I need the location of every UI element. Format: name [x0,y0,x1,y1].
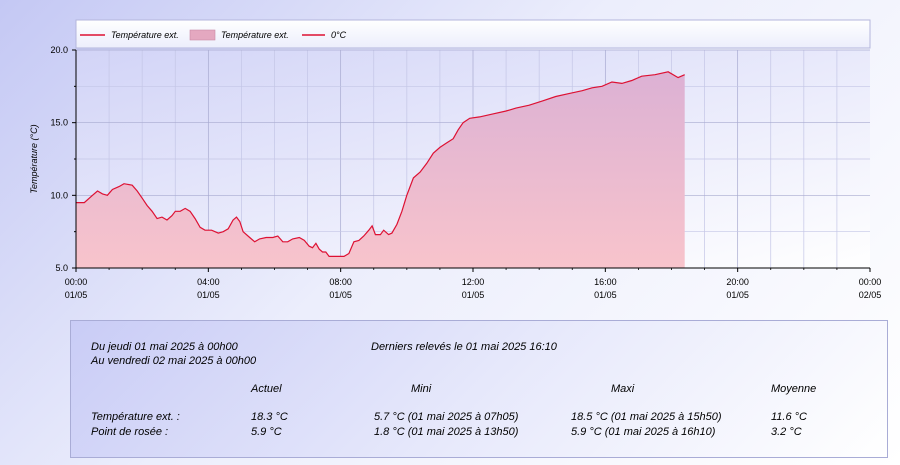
row-temp-maxi: 18.5 °C (01 mai 2025 à 15h50) [571,411,722,423]
header-actuel: Actuel [251,383,282,395]
x-tick-label-time: 04:00 [197,277,220,287]
x-tick-label-time: 12:00 [462,277,485,287]
x-tick-label-time: 00:00 [65,277,88,287]
row-temp-label: Température ext. : [91,411,180,423]
legend: Température ext. Température ext. 0°C [75,19,871,49]
y-tick-label: 20.0 [50,45,68,55]
x-axis-ticks: 00:00 01/05 04:00 01/05 08:00 01/05 12:00 01/05… [65,268,882,300]
x-tick-label-date: 01/05 [462,290,485,300]
x-tick-label-date: 01/05 [65,290,88,300]
y-tick-label: 5.0 [55,263,68,273]
x-tick-label-date: 01/05 [594,290,617,300]
x-tick-label-date: 01/05 [726,290,749,300]
header-maxi: Maxi [611,383,635,395]
period-to: Au vendredi 02 mai 2025 à 00h00 [91,355,257,367]
legend-label-line: Température ext. [111,30,179,40]
x-tick-label-date: 02/05 [859,290,882,300]
y-axis-label: Température (°C) [29,124,39,193]
row-temp-mini: 5.7 °C (01 mai 2025 à 07h05) [374,411,519,423]
y-axis-ticks: 5.0 10.0 15.0 20.0 [50,45,76,273]
legend-swatch-area [189,29,216,41]
x-tick-label-date: 01/05 [329,290,352,300]
temperature-chart: 5.0 10.0 15.0 20.0 00:00 01/05 04:00 01/05 08:0… [29,19,882,300]
row-dew-moyenne: 3.2 °C [771,426,802,438]
header-mini: Mini [411,383,432,395]
temperature-area [76,71,685,268]
x-tick-label-time: 16:00 [594,277,617,287]
row-dew-maxi: 5.9 °C (01 mai 2025 à 16h10) [571,426,716,438]
x-tick-label-date: 01/05 [197,290,220,300]
row-dew-actuel: 5.9 °C [251,426,282,438]
legend-label-zero: 0°C [331,30,347,40]
header-moyenne: Moyenne [771,383,817,395]
row-dew-mini: 1.8 °C (01 mai 2025 à 13h50) [374,426,519,438]
x-tick-label-time: 20:00 [726,277,749,287]
legend-label-area: Température ext. [221,30,289,40]
last-reading: Derniers relevés le 01 mai 2025 16:10 [371,341,557,353]
row-dew-label: Point de rosée : [91,426,169,438]
period-from: Du jeudi 01 mai 2025 à 00h00 [91,341,238,353]
x-tick-label-time: 08:00 [329,277,352,287]
y-tick-label: 10.0 [50,190,68,200]
temperature-line [76,71,685,257]
row-temp-actuel: 18.3 °C [251,411,288,423]
y-tick-label: 15.0 [50,118,68,128]
row-temp-moyenne: 11.6 °C [771,411,807,423]
x-tick-label-time: 00:00 [859,277,882,287]
summary-panel: Du jeudi 01 mai 2025 à 00h00 Au vendredi… [70,320,888,458]
